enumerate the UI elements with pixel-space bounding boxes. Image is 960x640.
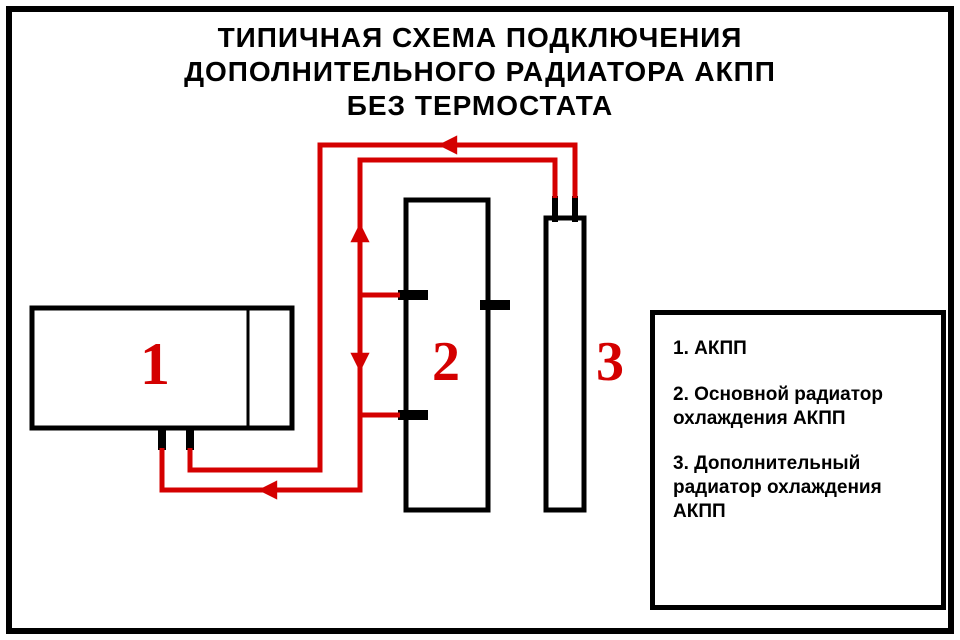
component-number-2: 2 <box>432 330 460 394</box>
legend-box: 1. АКПП 2. Основной радиатор охлаждения А… <box>650 310 946 610</box>
legend-item-2: 2. Основной радиатор охлаждения АКПП <box>673 383 923 431</box>
component-number-1: 1 <box>140 330 170 399</box>
legend-item-1: 1. АКПП <box>673 337 923 361</box>
box2-port-1 <box>398 410 428 420</box>
flow-arrow-icon <box>258 480 277 499</box>
flow-arrow-icon <box>350 353 369 372</box>
box3-tube-1 <box>572 196 578 222</box>
legend-item-3: 3. Дополнительный радиатор охлаждения АК… <box>673 452 923 523</box>
component-box-3 <box>546 218 584 510</box>
component-number-3: 3 <box>596 330 624 394</box>
box3-tube-0 <box>552 196 558 222</box>
box1-tube-0 <box>158 428 166 450</box>
box2-port-2 <box>480 300 510 310</box>
box1-tube-1 <box>186 428 194 450</box>
flow-arrow-icon <box>350 223 369 242</box>
box2-port-0 <box>398 290 428 300</box>
flow-arrow-icon <box>438 135 457 154</box>
